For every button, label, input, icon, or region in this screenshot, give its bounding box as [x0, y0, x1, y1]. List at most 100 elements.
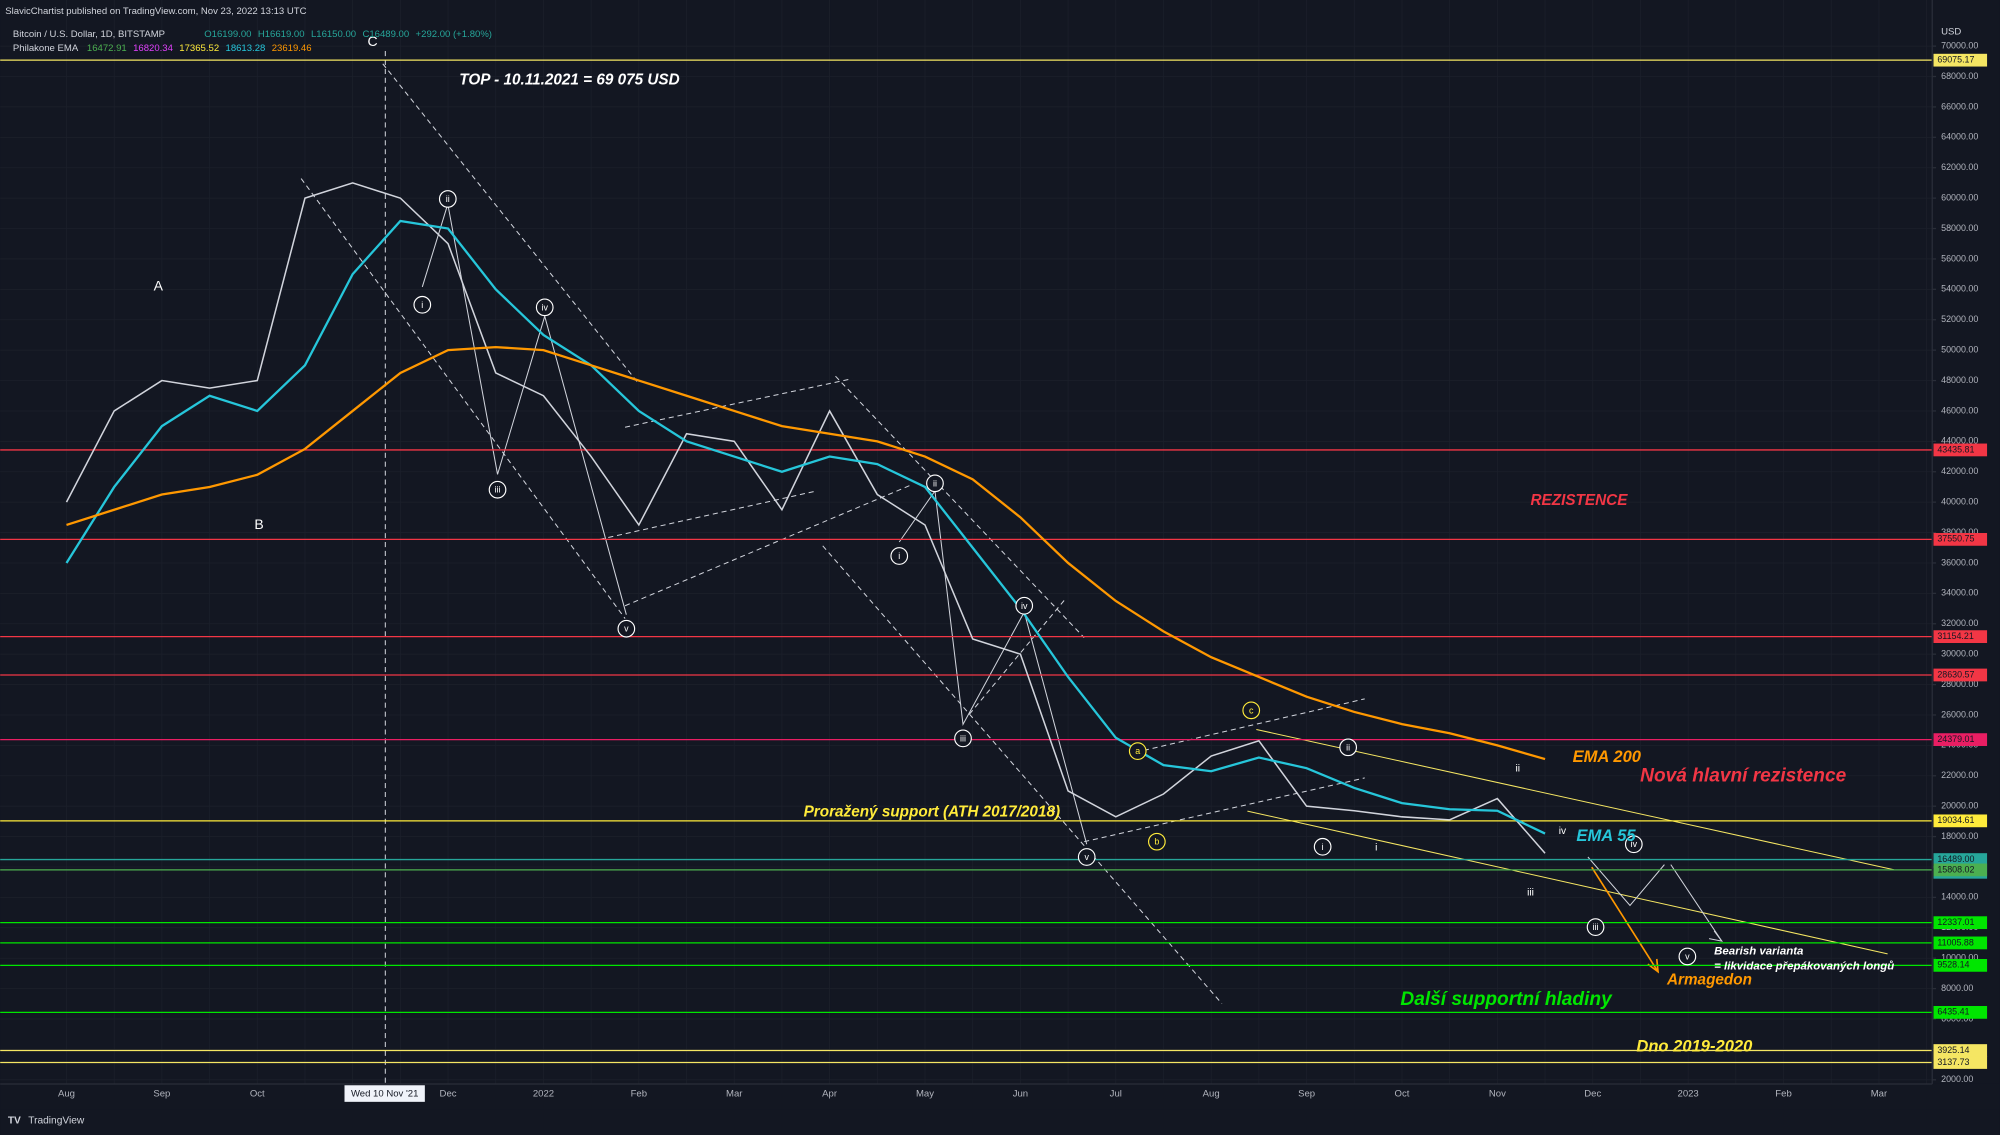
- y-tick-label: 70000.00: [1941, 40, 1978, 50]
- annotation: Dno 2019-2020: [1636, 1036, 1753, 1055]
- level-box: [1933, 53, 1988, 67]
- wave-label: ii: [1346, 742, 1350, 752]
- level-label: 43435.81: [1937, 444, 1974, 454]
- crosshair-box: [344, 1085, 425, 1102]
- y-tick-label: 58000.00: [1941, 223, 1978, 233]
- level-label: 37550.75: [1937, 534, 1974, 544]
- x-tick-label: Mar: [1871, 1089, 1888, 1100]
- level-box: [1933, 936, 1988, 950]
- x-tick-label: Oct: [1395, 1089, 1410, 1100]
- channel-line: [1256, 728, 1895, 871]
- annotation: Bearish varianta: [1714, 945, 1804, 957]
- x-tick-label: Feb: [1775, 1089, 1791, 1100]
- axes: 2000.004000.006000.008000.0010000.001200…: [58, 40, 1988, 1102]
- y-tick-label: 48000.00: [1941, 375, 1978, 385]
- wave-label: iii: [495, 485, 501, 495]
- y-tick-label: 38000.00: [1941, 527, 1978, 537]
- footer: [0, 1109, 2000, 1135]
- y-tick-label: 42000.00: [1941, 466, 1978, 476]
- level-label: 28630.57: [1937, 669, 1974, 679]
- level-label: 6435.41: [1937, 1007, 1969, 1017]
- wave-circle: [1147, 832, 1166, 851]
- x-tick-label: Feb: [631, 1089, 647, 1100]
- trend-line: [822, 545, 1223, 1004]
- level-box: [1933, 916, 1988, 930]
- arrow: [1670, 864, 1723, 942]
- wave-label: i: [898, 551, 900, 561]
- level-label: 69075.17: [1937, 55, 1974, 65]
- y-tick-label: 66000.00: [1941, 101, 1978, 111]
- wave-label: v: [624, 624, 629, 634]
- logo: TV: [8, 1116, 21, 1127]
- x-tick-label: Sep: [1298, 1089, 1315, 1100]
- annotation: i: [1375, 843, 1377, 854]
- footer-brand: TradingView: [28, 1116, 85, 1127]
- x-tick-label: Aug: [58, 1089, 75, 1100]
- y-tick-label: 2000.00: [1941, 1074, 1973, 1084]
- publisher: SlavicChartist published on TradingView.…: [5, 6, 306, 17]
- wave-label: iii: [1593, 922, 1599, 932]
- series-line: [66, 345, 1546, 761]
- level-label: 31154.21: [1937, 631, 1974, 641]
- indicator-value: 23619.46: [272, 43, 312, 54]
- y-tick-label: 22000.00: [1941, 770, 1978, 780]
- wave-circle: [1624, 835, 1643, 854]
- y-tick-label: 64000.00: [1941, 132, 1978, 142]
- y-tick-label: 62000.00: [1941, 162, 1978, 172]
- x-tick-label: Oct: [250, 1089, 265, 1100]
- level-box: [1933, 733, 1988, 746]
- level-label: 11005.88: [1937, 937, 1974, 947]
- annotation: iii: [1527, 887, 1534, 898]
- trend-line: [835, 375, 1085, 638]
- x-tick-label: Nov: [1489, 1089, 1506, 1100]
- annotation: REZISTENCE: [1531, 492, 1629, 509]
- x-tick-label: Jul: [1110, 1089, 1122, 1100]
- x-tick-label: Apr: [822, 1089, 838, 1100]
- indicator-value: 16820.34: [133, 43, 174, 54]
- wave-label: iv: [542, 302, 549, 312]
- wave-circle: [1339, 738, 1358, 757]
- level-label: 3925.14: [1937, 1045, 1969, 1055]
- wave-label: v: [1685, 951, 1690, 961]
- wave-path: [898, 489, 1088, 845]
- x-tick-label: Sep: [153, 1089, 170, 1100]
- annotation: Nová hlavní rezistence: [1640, 766, 1846, 787]
- level-label: 19034.61: [1937, 815, 1974, 825]
- y-tick-label: 30000.00: [1941, 649, 1978, 659]
- annotation: B: [254, 516, 263, 532]
- wave-label: iv: [1021, 601, 1028, 611]
- x-tick-label: Dec: [1584, 1089, 1601, 1100]
- wave-label: c: [1249, 705, 1254, 715]
- x-tick-label: Jun: [1013, 1089, 1028, 1100]
- y-tick-label: 50000.00: [1941, 345, 1978, 355]
- y-tick-label: 46000.00: [1941, 405, 1978, 415]
- wave-label: b: [1154, 837, 1159, 847]
- drawing-lines: [300, 51, 1895, 1084]
- indicator-value: 17365.52: [179, 43, 219, 54]
- wave-circle: [488, 480, 507, 499]
- series-line: [65, 182, 1546, 854]
- ohlc-value: H16619.00: [258, 29, 305, 40]
- y-tick-label: 18000.00: [1941, 831, 1978, 841]
- wave-circle: [535, 298, 554, 317]
- annotation: C: [367, 33, 377, 49]
- annotation: Armagedon: [1666, 972, 1752, 989]
- grid: [0, 0, 1932, 1084]
- wave-circle: [1678, 947, 1697, 966]
- wave-circle: [954, 729, 972, 748]
- y-tick-label: 10000.00: [1941, 953, 1978, 963]
- y-tick-label: 52000.00: [1941, 314, 1978, 324]
- arrow-head: [1708, 930, 1724, 942]
- y-tick-label: 68000.00: [1941, 71, 1978, 81]
- ohlc-value: L16150.00: [311, 29, 356, 40]
- y-tick-label: 40000.00: [1941, 497, 1978, 507]
- wave-circle: [1015, 596, 1034, 615]
- y-tick-label: 34000.00: [1941, 588, 1978, 598]
- x-tick-label: 2023: [1678, 1089, 1699, 1100]
- channel-line: [624, 484, 913, 607]
- channel-line: [1084, 777, 1365, 843]
- level-box: [1933, 443, 1988, 457]
- wave-label: i: [1322, 842, 1324, 852]
- indicator-value: 16472.91: [87, 43, 127, 54]
- arrow: [1587, 856, 1665, 907]
